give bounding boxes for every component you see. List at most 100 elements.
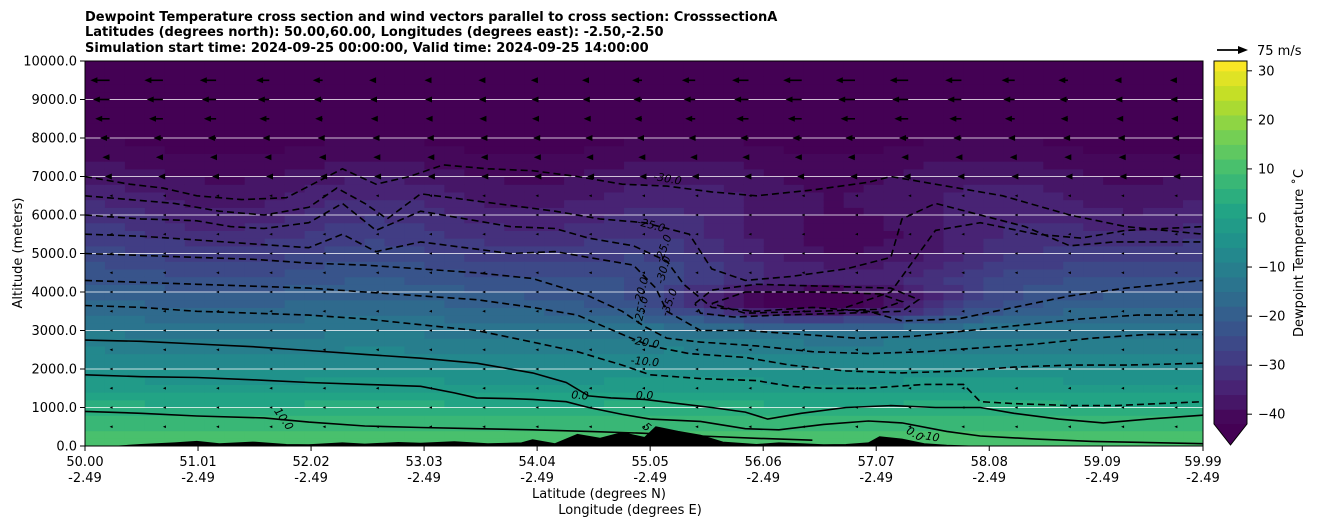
- field-cell: [624, 161, 645, 170]
- field-cell: [544, 284, 565, 293]
- x-tick-label-lat: 50.00: [66, 455, 103, 470]
- field-cell: [743, 315, 765, 324]
- field-cell: [244, 161, 266, 170]
- field-cell: [404, 138, 425, 147]
- field-cell: [524, 299, 545, 308]
- field-cell: [464, 122, 485, 131]
- field-cell: [144, 422, 166, 432]
- field-cell: [104, 184, 126, 193]
- field-cell: [763, 107, 785, 116]
- wind-vector-head: [1173, 173, 1181, 180]
- field-cell: [863, 245, 885, 255]
- field-cell: [564, 430, 585, 439]
- field-cell: [663, 222, 685, 231]
- field-cell: [244, 392, 266, 401]
- field-cell: [883, 338, 905, 347]
- wind-vector-small: [162, 271, 166, 275]
- field-cell: [484, 84, 505, 93]
- field-cell: [224, 230, 246, 239]
- field-cell: [1183, 184, 1203, 193]
- field-cell: [663, 130, 685, 139]
- field-cell: [324, 191, 346, 201]
- field-cell: [104, 107, 126, 116]
- field-cell: [204, 191, 226, 201]
- field-cell: [424, 107, 445, 116]
- field-cell: [304, 145, 326, 154]
- field-cell: [524, 422, 545, 432]
- field-cell: [144, 122, 166, 131]
- field-cell: [144, 191, 166, 201]
- field-cell: [404, 238, 425, 247]
- field-cell: [344, 161, 366, 170]
- field-cell: [663, 384, 685, 393]
- field-cell: [364, 68, 386, 77]
- field-cell: [723, 122, 745, 131]
- field-cell: [763, 230, 785, 239]
- field-cell: [1123, 330, 1144, 339]
- wind-vector-head: [266, 173, 273, 180]
- field-cell: [164, 114, 186, 124]
- field-cell: [763, 330, 785, 339]
- field-cell: [324, 422, 346, 432]
- field-cell: [1123, 338, 1144, 347]
- field-cell: [584, 238, 605, 247]
- colorbar-segment: [1214, 217, 1247, 234]
- field-cell: [863, 299, 885, 308]
- field-cell: [823, 199, 845, 208]
- field-cell: [1163, 361, 1184, 370]
- field-cell: [723, 199, 745, 208]
- field-cell: [104, 276, 126, 285]
- field-cell: [85, 268, 106, 278]
- field-cell: [624, 68, 645, 77]
- field-cell: [923, 276, 945, 285]
- wind-vector-head: [1172, 154, 1180, 161]
- field-cell: [1143, 361, 1164, 370]
- field-cell: [923, 176, 945, 185]
- wind-vector-head: [531, 96, 539, 103]
- field-cell: [1023, 422, 1044, 432]
- field-cell: [963, 184, 984, 193]
- field-cell: [803, 84, 825, 93]
- field-cell: [264, 84, 286, 93]
- wind-vector-small: [482, 309, 486, 313]
- wind-vector-head: [533, 135, 541, 141]
- field-cell: [404, 184, 425, 193]
- field-cell: [204, 207, 226, 216]
- field-cell: [604, 138, 625, 147]
- field-cell: [624, 330, 645, 339]
- field-cell: [584, 215, 605, 224]
- field-cell: [344, 153, 366, 162]
- wind-vector-small: [588, 367, 592, 371]
- field-cell: [584, 315, 605, 324]
- wind-vector-small: [1067, 406, 1071, 409]
- wind-vector-head: [480, 135, 488, 141]
- field-cell: [743, 91, 765, 101]
- field-cell: [943, 253, 965, 262]
- field-cell: [983, 438, 1004, 446]
- field-cell: [703, 315, 725, 324]
- field-cell: [1023, 99, 1044, 108]
- field-cell: [584, 399, 605, 409]
- field-cell: [584, 292, 605, 301]
- field-cell: [923, 261, 945, 270]
- field-cell: [1123, 415, 1144, 424]
- field-cell: [1043, 253, 1064, 262]
- field-cell: [464, 438, 485, 446]
- field-cell: [124, 238, 146, 247]
- wind-vector-head: [1114, 77, 1122, 84]
- field-cell: [1123, 191, 1144, 201]
- wind-vector-small: [1121, 290, 1125, 294]
- field-cell: [224, 153, 246, 162]
- field-cell: [524, 276, 545, 285]
- field-cell: [863, 84, 885, 93]
- field-cell: [1063, 330, 1084, 339]
- field-cell: [144, 130, 166, 139]
- field-cell: [264, 315, 286, 324]
- field-cell: [104, 338, 126, 347]
- field-cell: [1003, 353, 1024, 362]
- wind-vector-small: [588, 271, 592, 275]
- field-cell: [204, 399, 226, 409]
- field-cell: [344, 376, 366, 385]
- field-cell: [743, 215, 765, 224]
- wind-vector-small: [269, 348, 273, 352]
